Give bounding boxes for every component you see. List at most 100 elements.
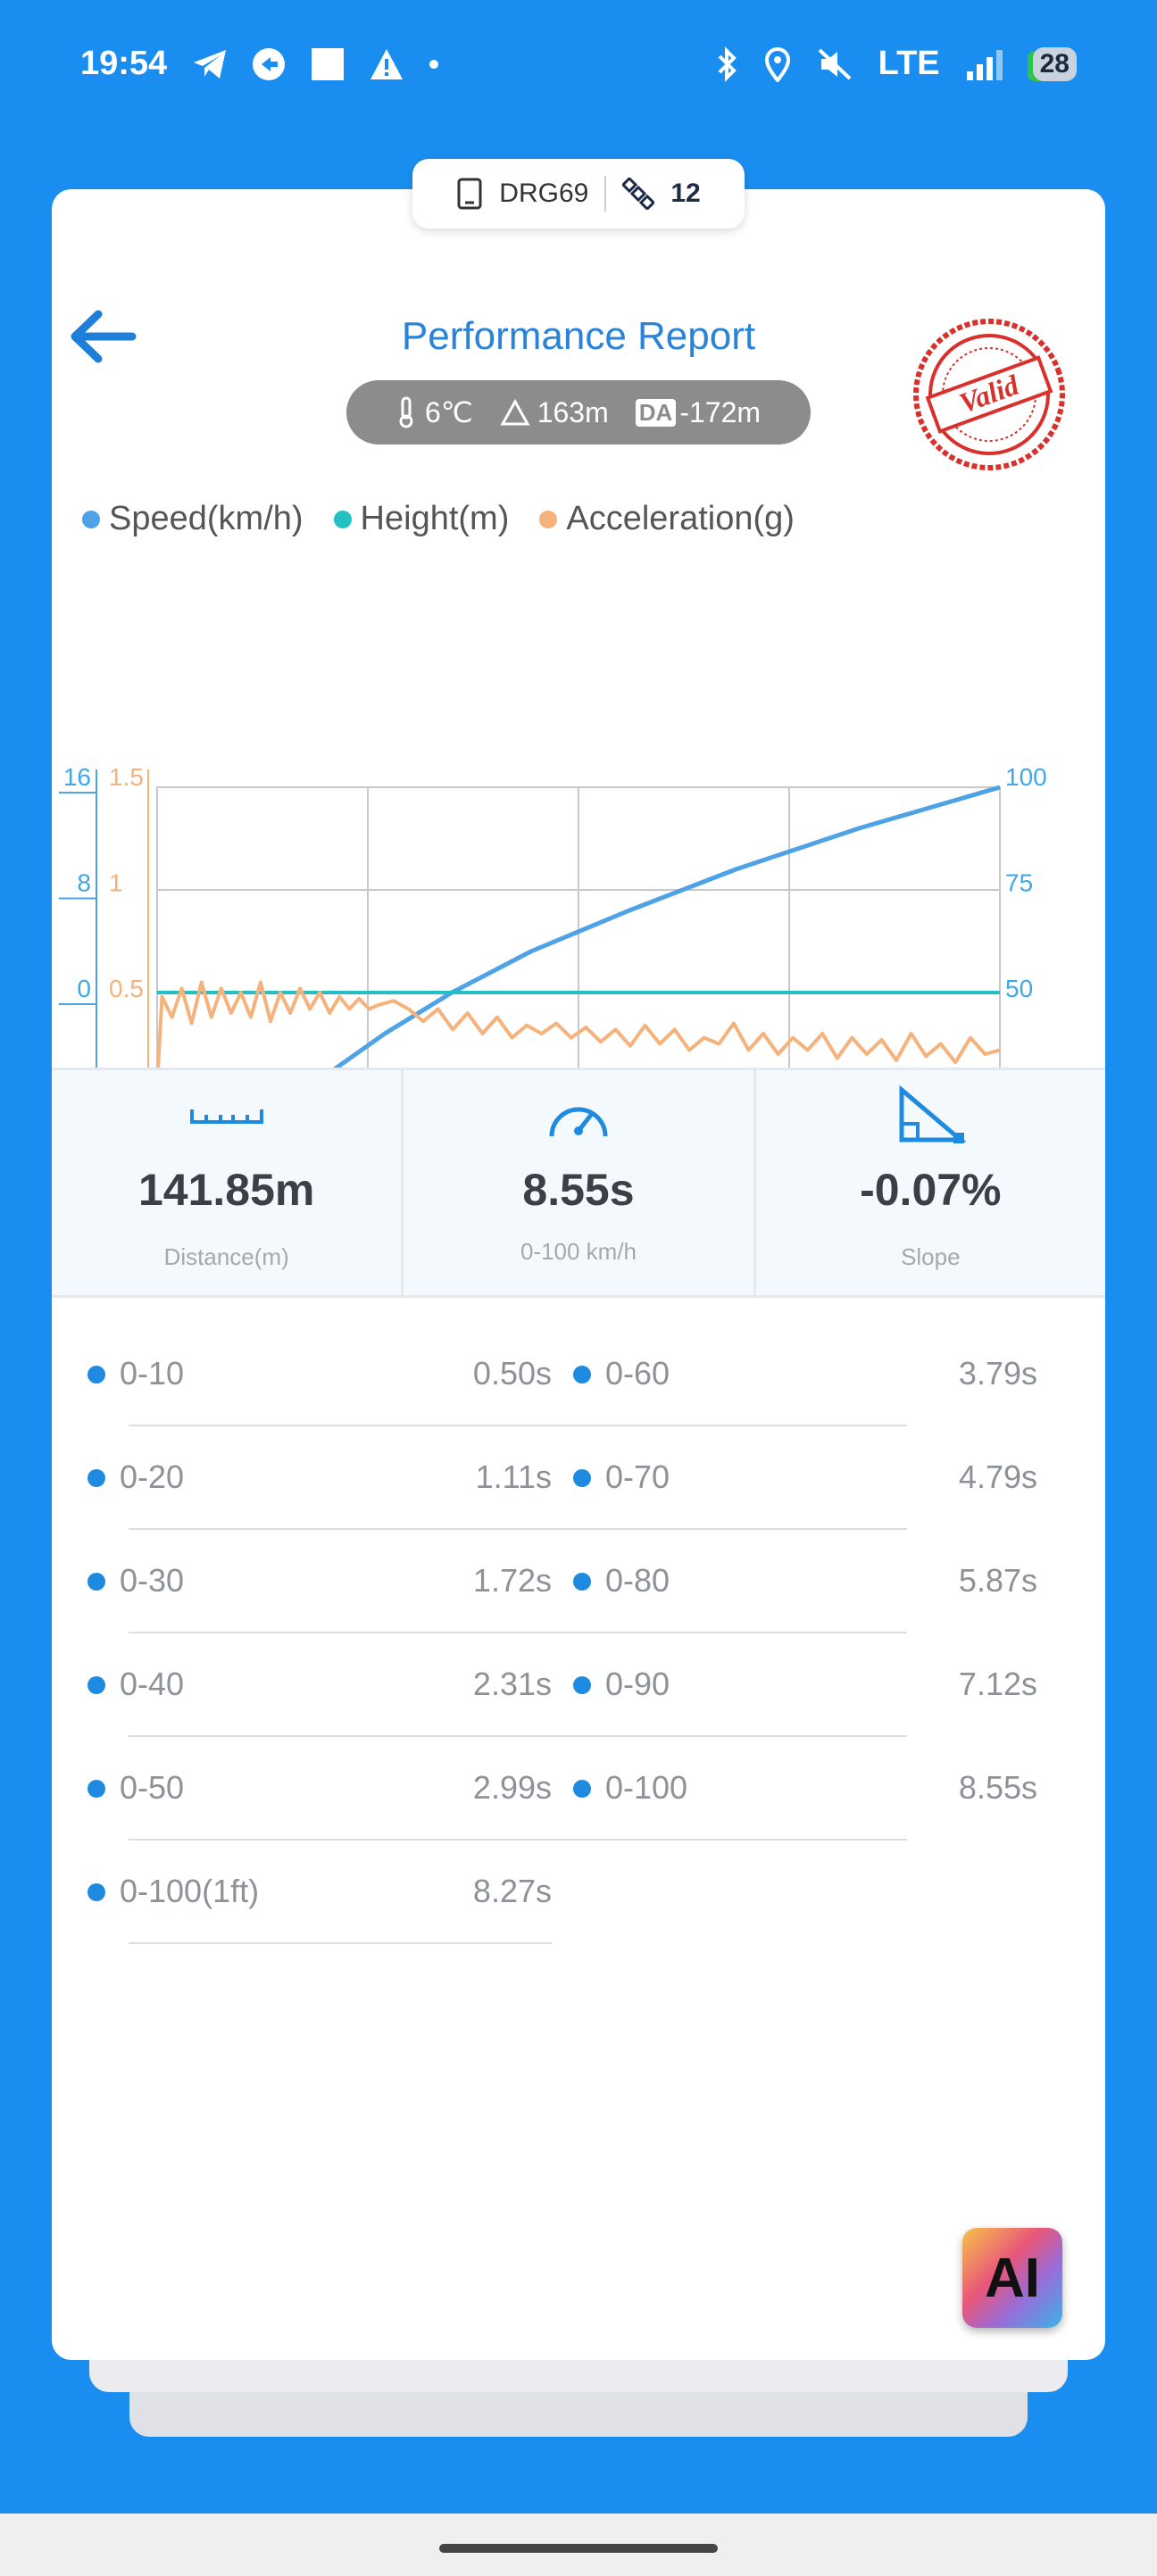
altitude: 163m	[500, 396, 609, 429]
speed-tick-label: 75	[1005, 869, 1033, 897]
result-range: 0-80	[605, 1562, 670, 1599]
bullet-dot	[573, 1780, 591, 1798]
legend-item-acceleration[interactable]: Acceleration(g)	[539, 500, 795, 538]
density-altitude: DA -172m	[635, 395, 762, 429]
result-time: 0.50s	[472, 1355, 552, 1392]
acceleration-line	[155, 980, 1001, 1085]
legend-item-speed[interactable]: Speed(km/h)	[82, 500, 304, 538]
thermometer-icon	[399, 396, 413, 428]
slope-value: -0.07%	[860, 1165, 1002, 1215]
chart-legend: Speed(km/h) Height(m) Acceleration(g)	[82, 500, 795, 538]
slope-icon	[899, 1084, 967, 1143]
divider	[520, 1425, 907, 1426]
density-altitude-value: -172m	[679, 395, 762, 428]
result-range: 0-20	[120, 1458, 185, 1495]
da-badge: DA	[635, 398, 677, 427]
result-range: 0-100	[605, 1769, 688, 1806]
divider	[129, 1425, 552, 1426]
device-pill[interactable]: DRG69 12	[412, 159, 745, 229]
result-item: 0-30 1.72s	[52, 1530, 552, 1633]
accel-tick-label: 1	[109, 869, 123, 897]
divider	[129, 1839, 552, 1841]
bullet-dot	[573, 1676, 591, 1694]
bullet-dot	[573, 1469, 591, 1487]
result-item: 0-60 3.79s	[520, 1323, 1037, 1426]
legend-label: Speed(km/h)	[109, 500, 304, 537]
result-range: 0-70	[605, 1458, 670, 1495]
status-bar: 19:54 LTE 28	[0, 0, 1157, 134]
altitude-value: 163m	[537, 395, 609, 428]
height-tick-label: 16	[63, 763, 91, 791]
height-tick-label: 0	[77, 975, 91, 1002]
result-time: 2.99s	[472, 1769, 552, 1806]
square-icon	[312, 48, 344, 80]
result-time: 7.12s	[958, 1666, 1037, 1702]
result-time: 4.79s	[958, 1458, 1037, 1495]
result-item: 0-50 2.99s	[52, 1737, 552, 1841]
stat-distance: 141.85m Distance(m)	[52, 1070, 404, 1295]
result-range: 0-40	[120, 1666, 185, 1702]
divider	[604, 176, 607, 212]
divider	[129, 1528, 552, 1530]
result-time: 1.11s	[475, 1458, 552, 1495]
distance-value: 141.85m	[137, 1165, 315, 1215]
legend-dot	[82, 510, 100, 528]
dot-icon	[429, 60, 438, 69]
result-range: 0-30	[120, 1562, 185, 1599]
ai-assistant-button[interactable]: AI	[962, 2228, 1062, 2328]
notification-icons	[192, 46, 440, 82]
satellite-icon	[622, 178, 655, 210]
environment-pill: 6℃ 163m DA -172m	[346, 380, 811, 445]
home-gesture-handle[interactable]	[439, 2544, 718, 2553]
speedometer-icon	[549, 1107, 608, 1137]
result-range: 0-100(1ft)	[120, 1873, 260, 1909]
warning-icon	[370, 49, 403, 79]
speed-tick-label: 50	[1005, 975, 1033, 1002]
result-range: 0-10	[120, 1355, 185, 1392]
summary-stats: 141.85m Distance(m) 8.55s 0-100 km/h -0.…	[52, 1068, 1105, 1298]
network-type: LTE	[878, 45, 940, 82]
accel-tick-label: 1.5	[109, 763, 144, 791]
result-time: 3.79s	[958, 1355, 1037, 1392]
result-time: 5.87s	[958, 1562, 1037, 1599]
divider	[520, 1735, 907, 1737]
battery-level: 28	[1039, 48, 1070, 79]
bullet-dot	[573, 1366, 591, 1384]
result-range: 0-60	[605, 1355, 670, 1392]
temperature: 6℃	[396, 395, 473, 429]
legend-item-height[interactable]: Height(m)	[333, 500, 510, 538]
result-item: 0-10 0.50s	[52, 1323, 552, 1426]
divider	[520, 1528, 907, 1530]
speed-tick-label: 100	[1005, 763, 1047, 791]
stat-zero-to-hundred: 8.55s 0-100 km/h	[404, 1070, 756, 1295]
location-icon	[764, 46, 790, 82]
page-title: Performance Report	[401, 314, 756, 358]
legend-label: Acceleration(g)	[566, 500, 795, 537]
back-arrow-icon[interactable]	[68, 305, 139, 368]
legend-dot	[333, 510, 352, 528]
distance-label: Distance(m)	[163, 1243, 289, 1270]
navigation-bar	[0, 2514, 1157, 2576]
mute-icon	[818, 48, 852, 79]
ruler-icon	[189, 1109, 263, 1124]
signal-icon	[966, 49, 1003, 80]
ai-button-label: AI	[985, 2247, 1040, 2309]
legend-label: Height(m)	[360, 500, 510, 537]
result-item: 0-80 5.87s	[520, 1530, 1037, 1633]
telegram-icon	[194, 50, 226, 79]
zero-to-hundred-label: 0-100 km/h	[520, 1238, 637, 1265]
result-item: 0-40 2.31s	[52, 1633, 552, 1737]
device-icon	[457, 178, 482, 210]
result-item: 0-100 8.55s	[520, 1737, 1037, 1841]
divider	[520, 1839, 907, 1841]
result-item: 0-100(1ft) 8.27s	[52, 1841, 552, 1944]
temperature-value: 6℃	[424, 396, 473, 428]
divider	[129, 1735, 552, 1737]
result-time: 8.27s	[472, 1873, 552, 1909]
satellite-count: 12	[670, 179, 701, 208]
bullet-dot	[573, 1573, 591, 1591]
result-range: 0-50	[120, 1769, 185, 1806]
result-item: 0-20 1.11s	[52, 1426, 552, 1530]
result-item: 0-90 7.12s	[520, 1633, 1037, 1737]
